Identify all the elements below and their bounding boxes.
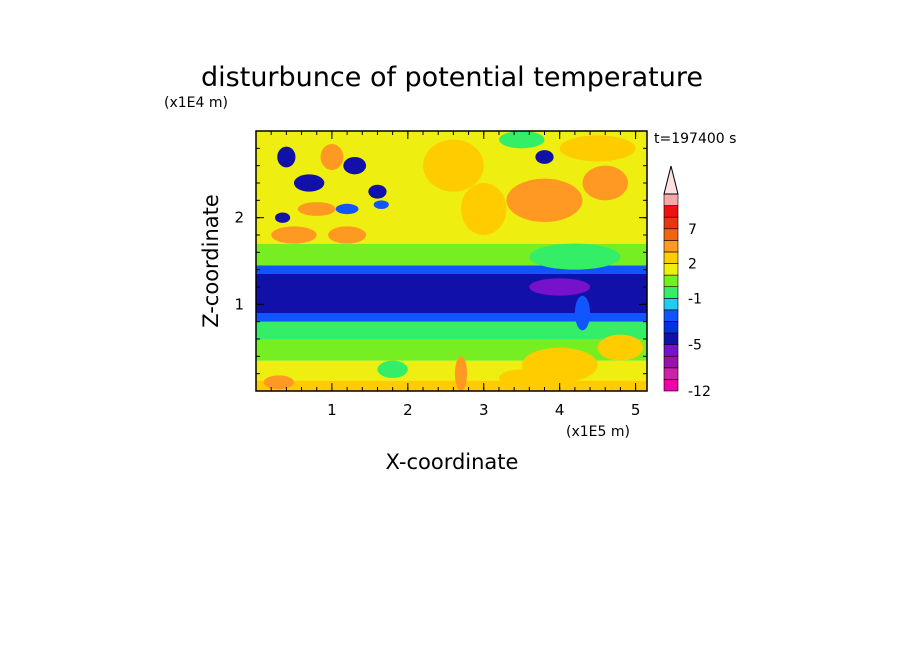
field-feature xyxy=(373,200,389,210)
y-tick-label: 1 xyxy=(234,295,244,313)
field-feature xyxy=(597,334,644,361)
colorbar: -12-5-127 xyxy=(663,165,711,400)
colorbar-tick-label: 7 xyxy=(688,222,697,238)
y-tick-label: 2 xyxy=(234,209,244,227)
field-layer xyxy=(256,313,647,322)
field-feature xyxy=(274,212,291,223)
y-unit-label: (x1E4 m) xyxy=(164,95,228,111)
colorbar-tick-label: -5 xyxy=(688,338,702,354)
colorbar-swatch xyxy=(663,274,679,288)
field-feature xyxy=(498,131,545,149)
x-tick-label: 5 xyxy=(631,401,641,419)
field-layer xyxy=(256,380,647,391)
field-feature xyxy=(328,226,367,244)
field-feature xyxy=(506,178,583,222)
field-feature xyxy=(263,375,294,390)
y-axis-label: Z-coordinate xyxy=(199,194,223,328)
colorbar-swatch xyxy=(663,332,679,345)
field-layer xyxy=(256,321,647,339)
x-axis: 1 2 3 4 5 xyxy=(270,131,641,419)
colorbar-swatch xyxy=(663,240,679,253)
colorbar-extend-arrow xyxy=(663,165,679,195)
x-unit-label: (x1E5 m) xyxy=(566,424,630,440)
colorbar-swatch xyxy=(663,309,679,322)
plot-frame xyxy=(255,130,648,392)
colorbar-swatch xyxy=(663,205,679,218)
field-feature xyxy=(574,295,591,331)
field-feature xyxy=(529,243,621,270)
field-feature xyxy=(529,278,591,296)
colorbar-swatch xyxy=(663,321,679,334)
field-feature xyxy=(454,356,468,391)
field-feature xyxy=(293,174,325,192)
colorbar-swatch xyxy=(663,228,679,241)
field-feature xyxy=(277,146,296,168)
colorbar-swatch xyxy=(663,263,679,276)
colorbar-tick-label: 2 xyxy=(688,257,697,273)
field-feature xyxy=(559,135,636,162)
field-feature xyxy=(460,183,507,235)
field-feature xyxy=(320,144,344,170)
colorbar-tick-label: -12 xyxy=(688,384,711,400)
plot-area xyxy=(256,131,647,391)
field-feature xyxy=(582,165,629,201)
colorbar-swatch xyxy=(663,216,679,230)
field-feature xyxy=(335,203,359,215)
x-axis-label: X-coordinate xyxy=(386,450,519,474)
time-label: t=197400 s xyxy=(654,131,736,147)
x-tick-label: 1 xyxy=(327,401,337,419)
colorbar-swatch xyxy=(663,379,679,392)
chart-title: disturbunce of potential temperature xyxy=(201,62,703,93)
colorbar-swatch xyxy=(663,286,679,299)
colorbar-tick-label: -1 xyxy=(688,291,702,307)
field-feature xyxy=(271,226,317,244)
colorbar-swatch xyxy=(663,355,679,369)
field-feature xyxy=(377,360,408,379)
colorbar-swatch xyxy=(663,297,679,311)
colorbar-swatch xyxy=(663,193,679,206)
x-tick-label: 3 xyxy=(479,401,489,419)
field-feature xyxy=(368,184,387,199)
field-feature xyxy=(369,256,446,266)
colorbar-swatch xyxy=(663,251,679,264)
field-layer xyxy=(256,265,647,274)
field-feature xyxy=(423,139,484,192)
field-feature xyxy=(297,202,336,216)
x-tick-label: 4 xyxy=(555,401,565,419)
colorbar-swatch xyxy=(663,367,679,380)
colorbar-swatch xyxy=(663,344,679,357)
field-feature xyxy=(498,369,545,387)
x-tick-label: 2 xyxy=(403,401,413,419)
field-feature xyxy=(343,157,367,175)
field-feature xyxy=(535,150,554,164)
y-axis: 12 xyxy=(234,147,647,375)
